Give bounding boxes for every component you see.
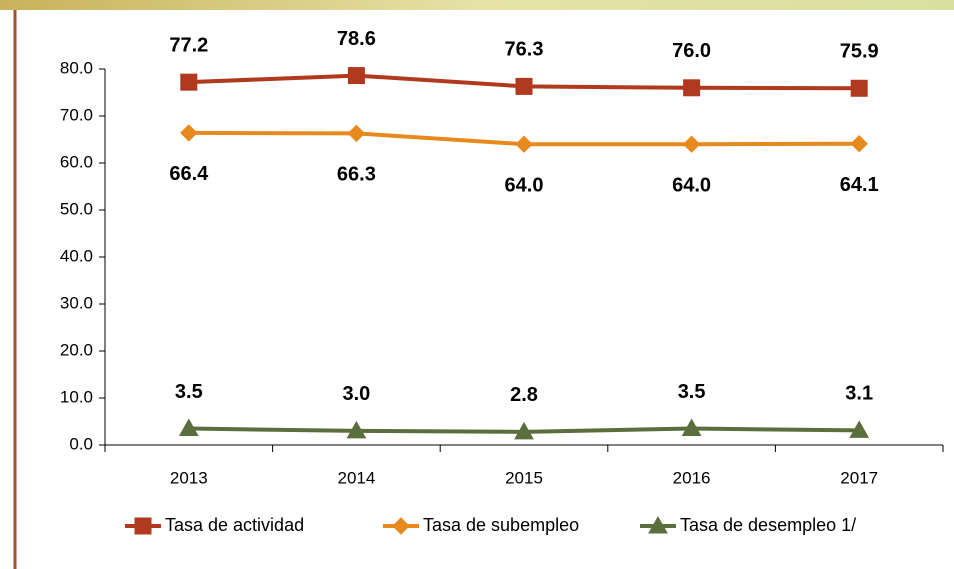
data-label: 75.9 (840, 41, 879, 63)
data-label: 77.2 (169, 34, 208, 56)
data-label: 3.5 (678, 381, 706, 403)
data-point (515, 135, 533, 153)
data-label: 3.0 (342, 383, 370, 405)
data-point (681, 418, 702, 437)
data-point (346, 420, 367, 439)
data-label: 76.0 (672, 40, 711, 62)
y-tick-label: 20.0 (60, 340, 93, 359)
data-point (683, 79, 701, 97)
data-label: 3.5 (175, 381, 203, 403)
x-tick-label: 2015 (505, 468, 543, 487)
legend-marker (134, 517, 152, 535)
y-tick-label: 0.0 (69, 434, 93, 453)
legend-label: Tasa de actividad (165, 515, 304, 535)
data-point (515, 77, 533, 95)
frame-left-margin (0, 10, 14, 569)
y-tick-label: 50.0 (60, 199, 93, 218)
y-tick-label: 30.0 (60, 293, 93, 312)
legend-marker (392, 517, 410, 535)
data-label: 64.0 (505, 174, 544, 196)
data-point (347, 124, 366, 143)
x-tick-label: 2016 (673, 468, 711, 487)
data-point (178, 418, 199, 437)
data-point (180, 124, 198, 142)
data-label: 66.4 (169, 163, 209, 185)
data-label: 64.0 (672, 174, 711, 196)
data-point (180, 73, 198, 91)
frame-top (0, 0, 954, 10)
data-label: 3.1 (845, 383, 873, 405)
x-tick-label: 2017 (840, 468, 878, 487)
data-point (850, 135, 868, 153)
data-point (849, 420, 870, 438)
data-label: 2.8 (510, 384, 538, 406)
data-label: 64.1 (840, 174, 879, 196)
data-point (682, 135, 701, 153)
data-point (514, 421, 534, 440)
y-tick-label: 70.0 (60, 105, 93, 124)
y-tick-label: 60.0 (60, 152, 93, 171)
data-label: 76.3 (505, 39, 544, 61)
legend-marker (648, 515, 668, 534)
data-label: 78.6 (337, 28, 376, 50)
y-tick-label: 80.0 (60, 58, 93, 77)
data-point (850, 79, 868, 97)
legend-label: Tasa de desempleo 1/ (680, 515, 856, 535)
x-tick-label: 2013 (170, 468, 208, 487)
y-tick-label: 40.0 (60, 246, 93, 265)
x-tick-label: 2014 (337, 468, 375, 487)
y-tick-label: 10.0 (60, 387, 93, 406)
legend-label: Tasa de subempleo (423, 515, 579, 535)
data-point (347, 67, 365, 85)
data-label: 66.3 (337, 164, 376, 186)
